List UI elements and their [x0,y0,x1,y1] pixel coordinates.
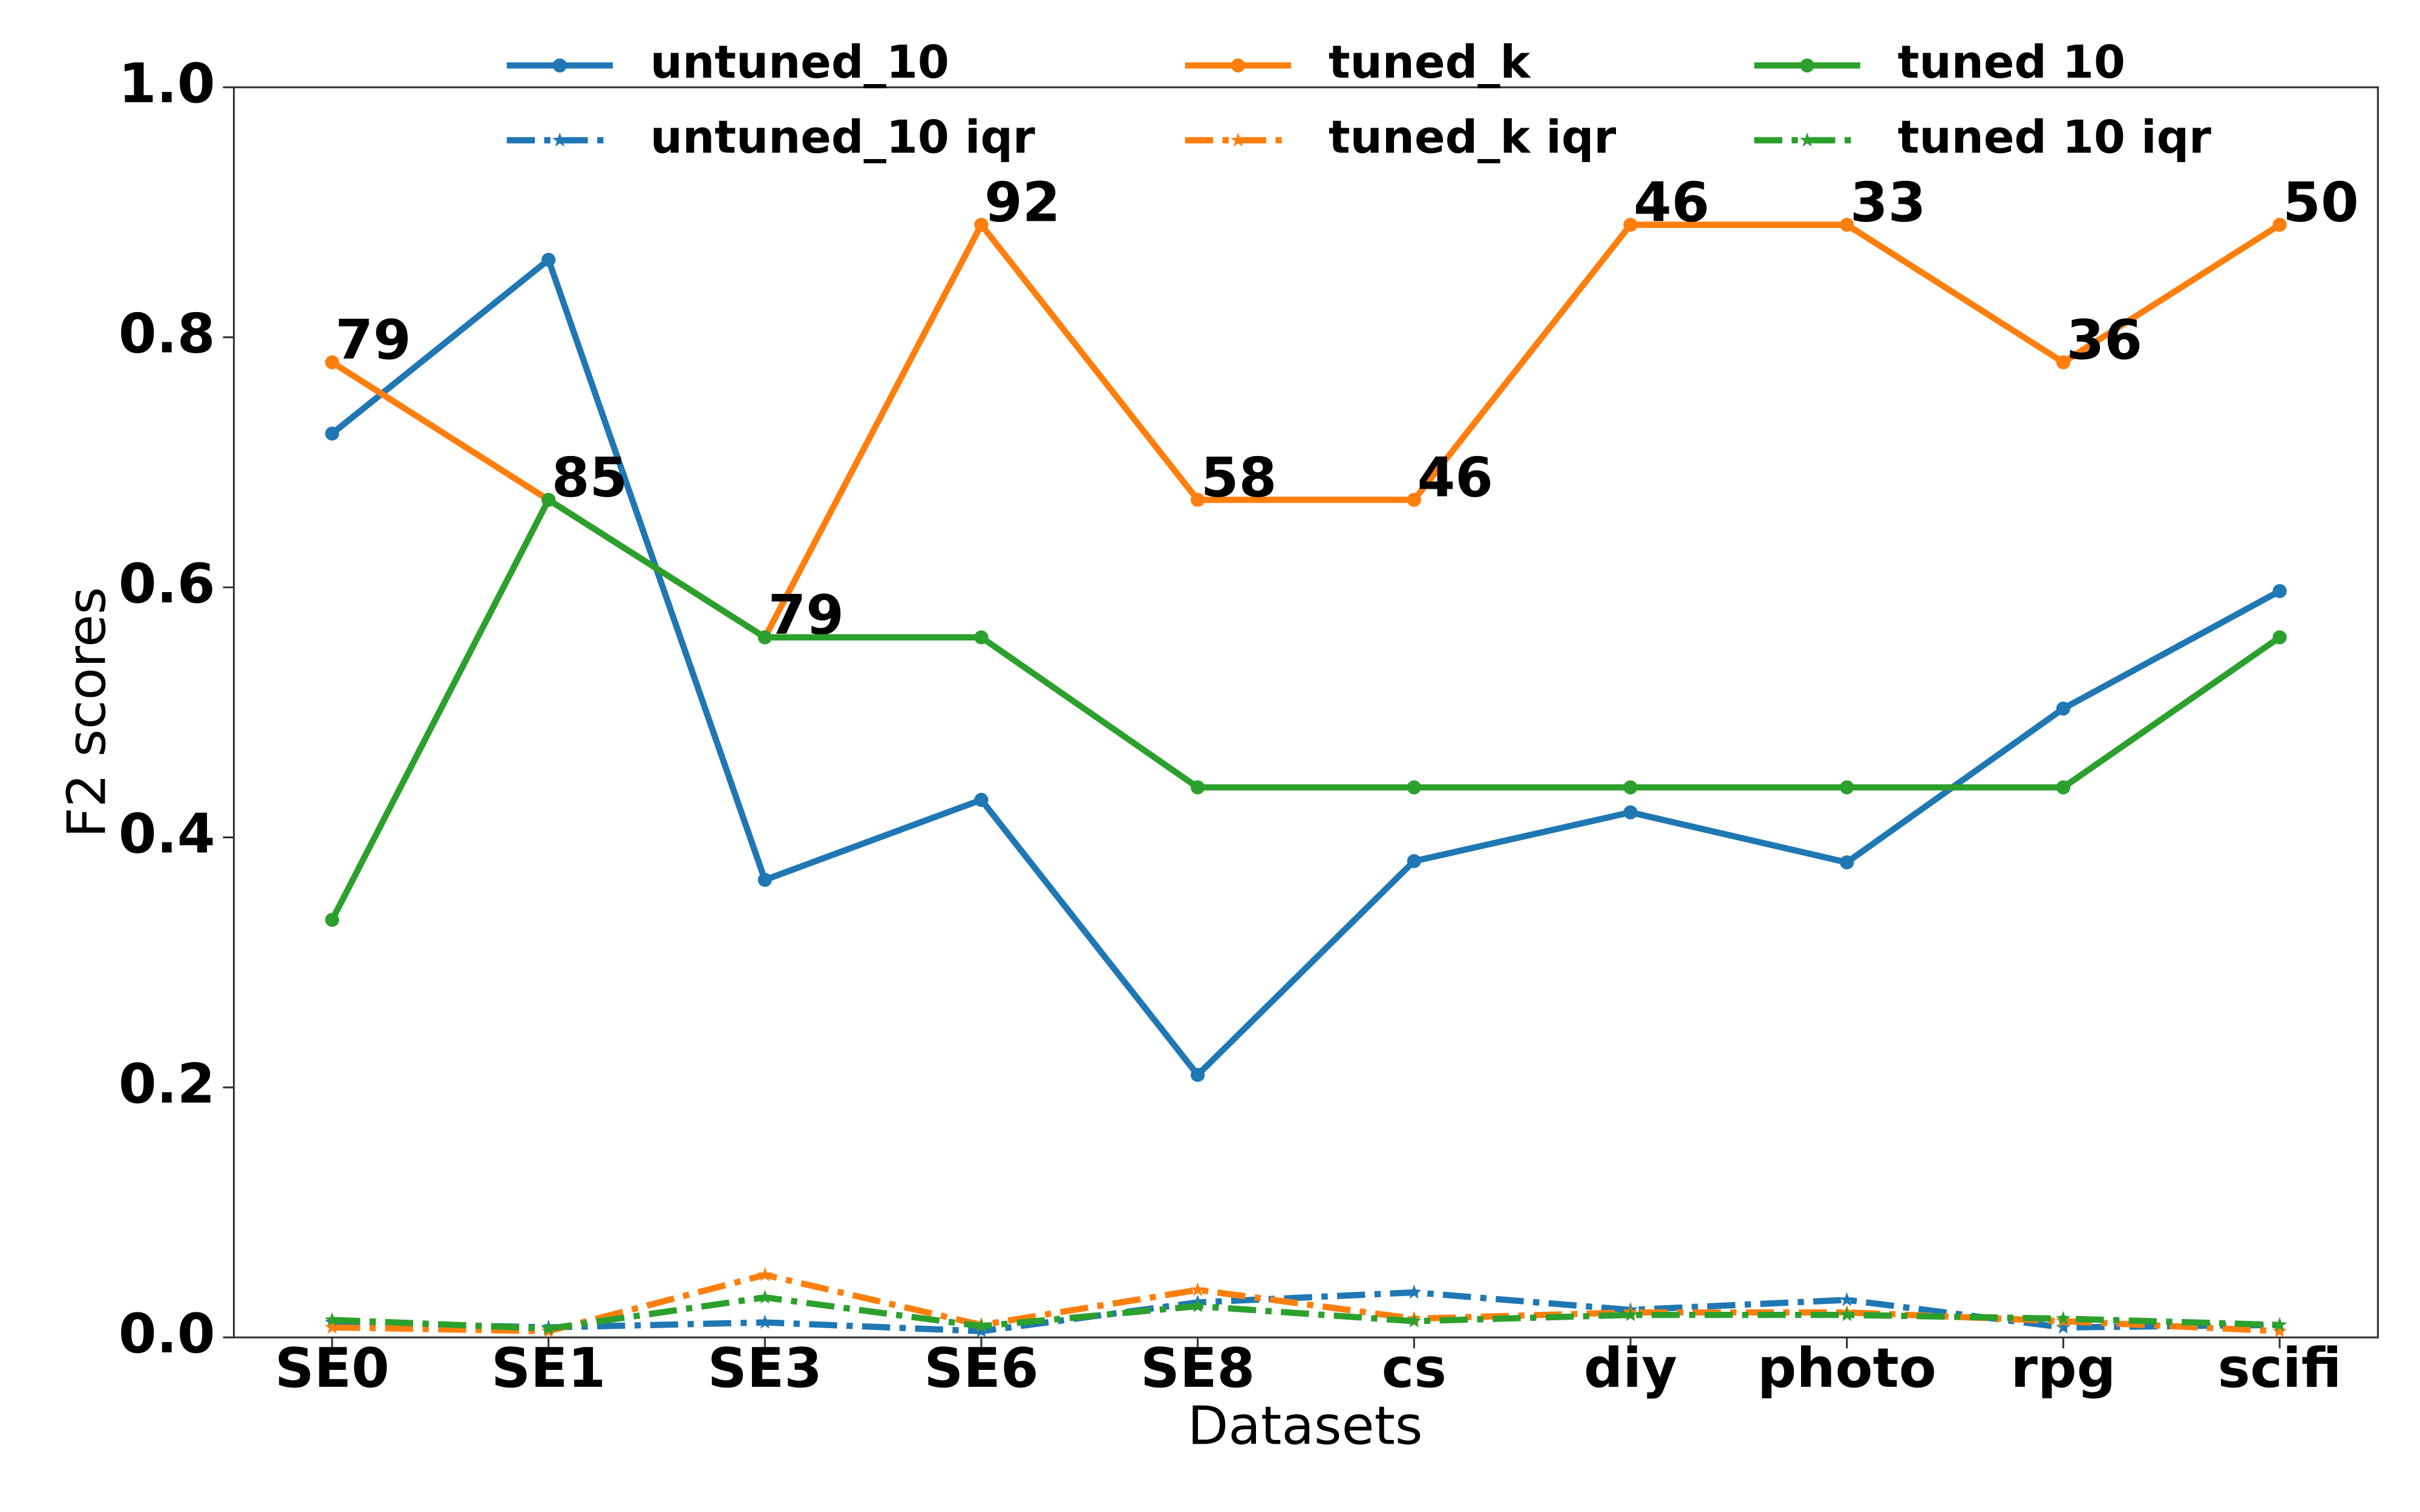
data-point [1623,218,1638,232]
data-point [1840,855,1854,870]
legend-label: untuned_10 [650,36,949,89]
x-tick-label: cs [1382,1337,1447,1400]
y-tick-label: 0.2 [119,1052,215,1116]
legend-label: tuned_k iqr [1329,111,1617,163]
data-point [2272,584,2287,598]
x-tick-label: scifi [2218,1337,2342,1400]
annotation: 36 [2067,308,2143,372]
legend-label: tuned 10 [1898,36,2125,89]
data-point [1839,1307,1854,1321]
data-point [2056,780,2070,795]
data-point [1407,492,1421,507]
x-tick-label: SE3 [708,1337,822,1400]
annotation: 85 [552,446,628,509]
legend-label: tuned 10 iqr [1898,111,2211,163]
series-line [332,1289,2280,1335]
data-point [1840,218,1854,232]
series-line [332,1271,2280,1335]
data-point [757,1289,773,1304]
data-point [541,1320,556,1335]
legend-label: tuned_k [1329,36,1532,89]
data-point [1407,1313,1422,1328]
data-point [1623,1307,1638,1321]
data-point [973,1323,989,1338]
series-line [330,256,2281,1078]
legend-marker [552,132,567,147]
x-tick-label: photo [1758,1337,1937,1400]
data-point [1623,780,1638,795]
data-point [973,1318,989,1333]
data-point [325,426,339,441]
legend-marker [1231,58,1245,73]
data-point [974,792,989,807]
data-point [974,218,989,232]
legend-marker [1799,132,1815,147]
data-point [757,1314,773,1329]
data-point [2056,355,2070,370]
data-point [757,630,772,645]
data-point [324,1319,340,1334]
legend-label: untuned_10 iqr [650,111,1035,163]
data-point [541,492,556,507]
data-point [1191,780,1205,795]
data-point [974,630,989,645]
x-tick-label: SE0 [275,1337,389,1400]
data-point [2272,630,2287,645]
data-point [757,1267,773,1282]
annotation: 46 [1634,171,1710,235]
y-tick-label: 0.6 [119,552,215,616]
legend-marker [552,58,567,73]
series-line [330,221,2281,640]
data-point [2272,1317,2288,1332]
annotation: 50 [2283,171,2359,235]
y-tick-label: 1.0 [119,52,215,116]
data-point [2056,702,2070,716]
series-line [332,1294,2280,1332]
data-point [2272,1323,2288,1338]
y-axis-label: F2 scores [56,587,117,838]
data-point [325,913,339,927]
x-tick-label: diy [1584,1337,1677,1400]
data-point [1407,780,1421,795]
data-point [1839,1292,1854,1306]
data-point [1191,1067,1205,1082]
annotation: 92 [984,171,1061,235]
x-tick-label: SE1 [491,1337,606,1400]
data-point [2056,1311,2071,1325]
data-point [1190,1298,1205,1313]
data-point [1623,805,1638,820]
data-point [2272,218,2287,232]
y-tick-label: 0.4 [119,802,215,865]
annotation: 58 [1201,446,1277,509]
data-point [325,355,339,370]
series-line [329,497,2281,922]
data-point [1190,1282,1205,1297]
legend-marker [1800,58,1814,73]
data-point [1407,1285,1422,1299]
x-axis-label: Datasets [1188,1395,1423,1456]
x-tick-label: rpg [2011,1337,2116,1400]
annotation: 79 [335,308,411,372]
y-tick-label: 0.8 [119,302,215,366]
data-point [1840,780,1854,795]
annotation: 33 [1850,171,1926,235]
x-tick-label: SE8 [1140,1337,1255,1400]
data-point [1407,854,1421,868]
plot-frame [233,86,2379,1338]
data-point [1191,492,1205,507]
data-point [2056,1319,2071,1334]
data-point [757,873,772,887]
legend-marker [1231,132,1246,147]
annotation: 46 [1417,446,1493,509]
data-point [541,252,556,267]
x-tick-label: SE6 [924,1337,1038,1400]
y-tick-label: 0.0 [119,1302,215,1366]
data-point [324,1312,340,1326]
